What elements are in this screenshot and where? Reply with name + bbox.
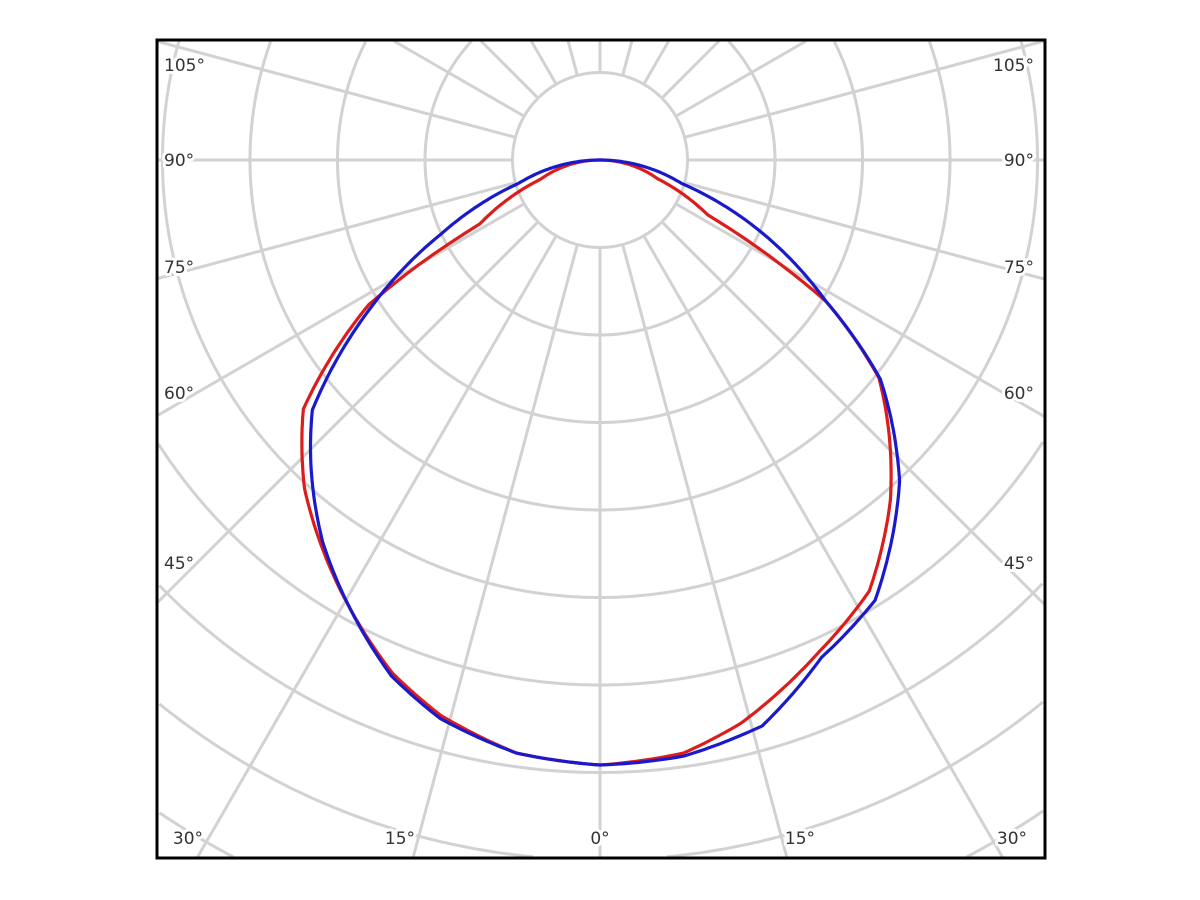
grid-spoke xyxy=(157,40,516,139)
grid-spoke xyxy=(393,39,525,118)
label-right-75: 75° xyxy=(1004,258,1034,278)
grid-spoke xyxy=(642,40,671,85)
grid-spoke xyxy=(660,39,721,100)
label-left-105: 105° xyxy=(164,56,205,76)
grid-spoke xyxy=(529,40,558,85)
label-right-105: 105° xyxy=(993,56,1034,76)
grid-spoke xyxy=(621,40,634,76)
grid-spoke xyxy=(684,39,1045,139)
grid-ring xyxy=(158,809,1045,859)
grid-ring xyxy=(158,582,1044,774)
grid-spoke xyxy=(157,202,525,417)
label-right-60: 60° xyxy=(1004,384,1034,404)
label-bottom-30-right: 30° xyxy=(997,829,1027,849)
grid-spoke xyxy=(621,244,789,858)
grid-spoke xyxy=(675,39,807,118)
grid-spoke xyxy=(675,202,1045,418)
grid-spoke xyxy=(411,244,579,858)
label-bottom-0: 0° xyxy=(590,829,609,849)
label-left-60: 60° xyxy=(164,384,194,404)
label-right-90: 90° xyxy=(1004,151,1034,171)
chart-frame xyxy=(155,38,1047,860)
grid-spoke xyxy=(157,181,516,280)
grid-spoke xyxy=(684,181,1045,281)
grid-spoke xyxy=(642,235,1004,858)
grid-ring xyxy=(157,441,1045,687)
grid-spoke xyxy=(156,220,540,604)
grid-spoke xyxy=(479,39,540,100)
label-bottom-30-left: 30° xyxy=(173,829,203,849)
grid-spoke xyxy=(660,220,1046,606)
grid-ring xyxy=(158,700,1044,859)
grid-spoke xyxy=(196,235,558,858)
label-right-45: 45° xyxy=(1004,554,1034,574)
label-left-45: 45° xyxy=(164,554,194,574)
polar-grid xyxy=(156,39,1046,859)
angle-labels: 105° 90° 75° 60° 45° 105° 90° 75° 60° 45… xyxy=(161,53,1037,852)
label-left-90: 90° xyxy=(164,151,194,171)
series-curve-2 xyxy=(308,158,902,767)
grid-ring xyxy=(248,41,952,512)
label-bottom-15-left: 15° xyxy=(385,829,415,849)
curves xyxy=(300,158,902,767)
grid-spoke xyxy=(566,40,579,76)
label-left-75: 75° xyxy=(164,258,194,278)
grid-ring xyxy=(161,40,1039,599)
label-bottom-15-right: 15° xyxy=(785,829,815,849)
